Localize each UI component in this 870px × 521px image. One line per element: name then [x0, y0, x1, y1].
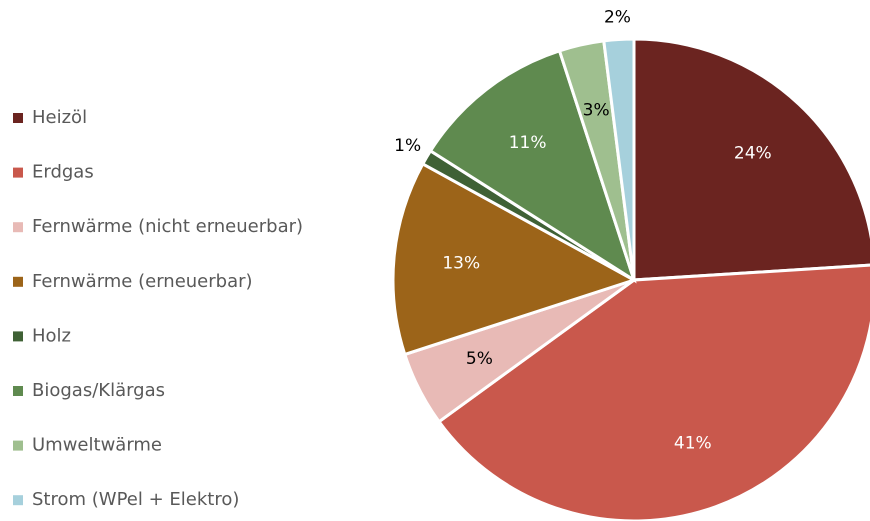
data-label: 41%	[674, 433, 712, 453]
legend-swatch	[13, 222, 23, 233]
pie-slice	[428, 48, 637, 284]
pie-slice	[391, 161, 638, 357]
data-label: 3%	[583, 101, 610, 121]
data-label: 2%	[604, 8, 631, 28]
legend-swatch	[13, 331, 23, 342]
legend-swatch	[13, 113, 23, 123]
pie-slice	[632, 37, 870, 282]
pie-slice	[436, 263, 870, 521]
data-label: 24%	[734, 144, 772, 164]
legend-label: Erdgas	[32, 162, 94, 183]
pie-slice	[602, 37, 636, 281]
legend-swatch	[13, 386, 23, 396]
data-label: 5%	[466, 349, 493, 369]
legend-swatch	[13, 440, 23, 451]
data-label: 11%	[509, 133, 547, 153]
legend-label: Strom (WPel + Elektro)	[32, 489, 239, 510]
legend-label: Holz	[32, 325, 71, 346]
data-label: 13%	[442, 254, 480, 274]
legend-label: Fernwärme (erneuerbar)	[32, 271, 253, 292]
legend-label: Heizöl	[32, 107, 87, 128]
data-label: 1%	[394, 136, 421, 156]
legend-swatch	[13, 167, 23, 178]
legend-label: Biogas/Klärgas	[32, 380, 165, 401]
legend-swatch	[13, 495, 23, 506]
legend-swatch	[13, 276, 23, 287]
legend-label: Fernwärme (nicht erneuerbar)	[32, 216, 303, 237]
legend-label: Umweltwärme	[32, 435, 162, 456]
